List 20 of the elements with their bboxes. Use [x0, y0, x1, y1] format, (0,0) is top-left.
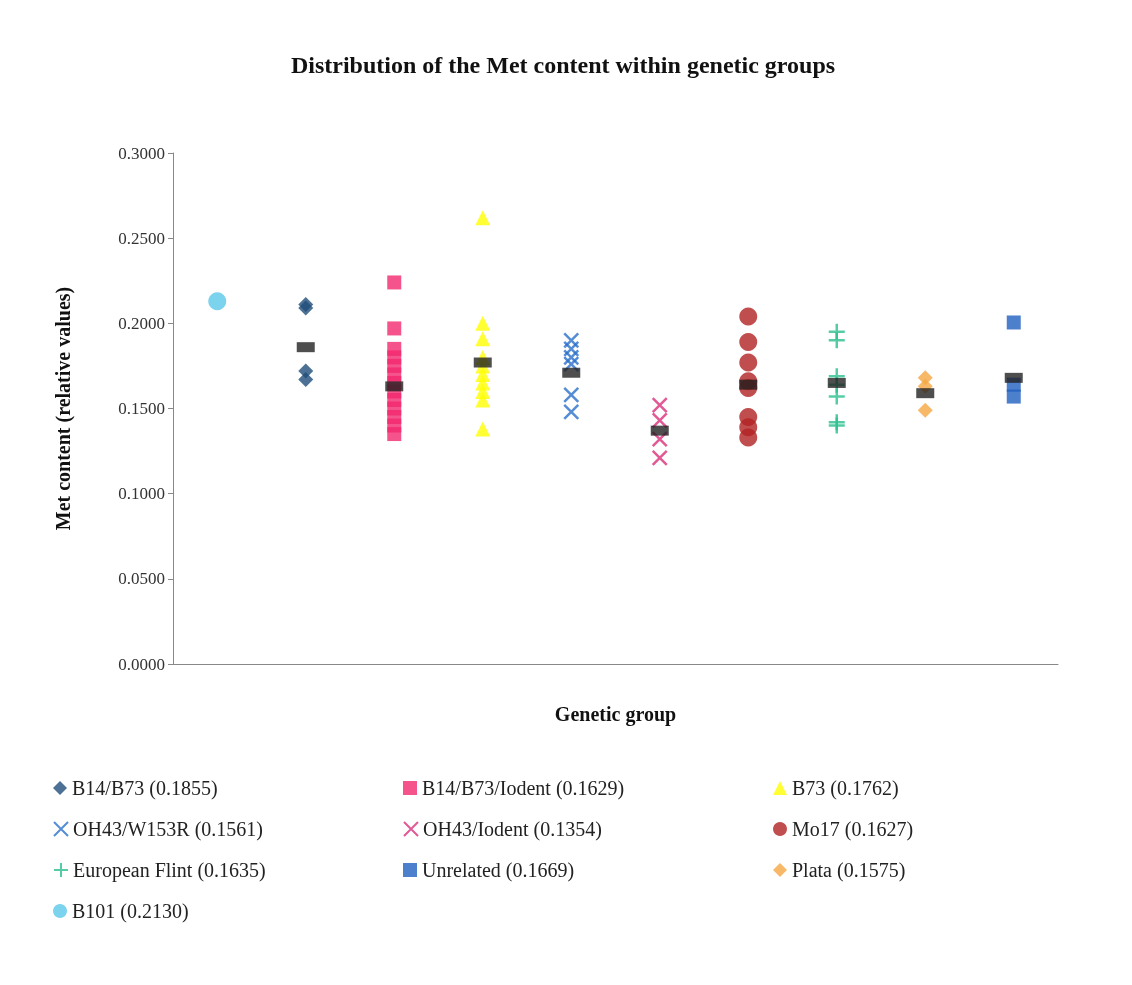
y-tick-label: 0.0500: [118, 569, 165, 589]
legend-label: OH43/W153R (0.1561): [73, 818, 263, 841]
y-tick-label: 0.2500: [118, 228, 165, 248]
y-tick-label: 0.1500: [118, 399, 165, 418]
y-tick-label: 0.0000: [118, 654, 165, 674]
legend-label: Unrelated (0.1669): [422, 859, 575, 882]
x-axis-title: Genetic group: [554, 703, 677, 726]
legend-label: B14/B73/Iodent (0.1629): [422, 777, 625, 800]
legend-label: European Flint (0.1635): [73, 859, 266, 882]
chart-title: Distribution of the Met content within genetic groups: [290, 52, 836, 78]
y-tick-label: 0.2000: [118, 313, 165, 333]
y-axis-title: Met content (relative values): [52, 286, 75, 531]
legend-label: B101 (0.2130): [72, 900, 189, 923]
legend-label: B73 (0.1762): [792, 777, 899, 800]
legend-label: B14/B73 (0.1855): [72, 777, 218, 800]
legend-label: OH43/Iodent (0.1354): [423, 818, 602, 841]
y-tick-label: 0.3000: [118, 143, 165, 163]
y-tick-label: 0.1000: [118, 484, 165, 504]
legend-label: Plata (0.1575): [792, 859, 906, 882]
legend-label: Mo17 (0.1627): [792, 818, 914, 841]
